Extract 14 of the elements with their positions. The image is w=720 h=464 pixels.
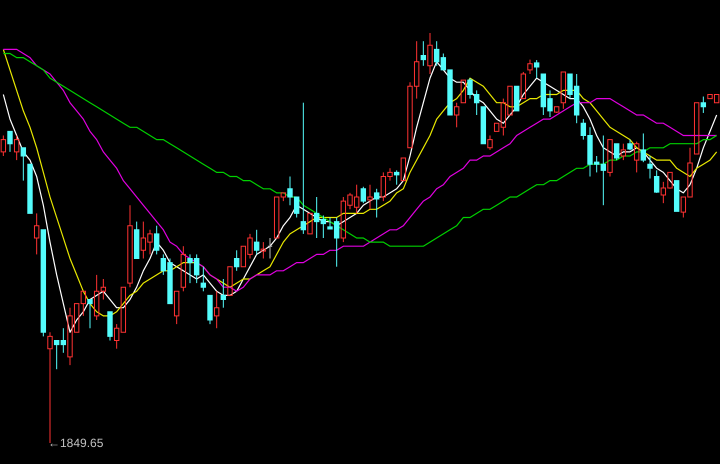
annotation: ←1849.65 bbox=[48, 436, 104, 450]
candlestick bbox=[214, 290, 220, 329]
candlestick bbox=[200, 266, 206, 292]
candlestick bbox=[534, 60, 540, 79]
candlestick bbox=[367, 184, 373, 210]
candlestick bbox=[647, 156, 653, 180]
candlestick bbox=[180, 246, 186, 292]
candlestick bbox=[220, 278, 226, 308]
candlestick bbox=[260, 242, 266, 259]
candlestick bbox=[427, 32, 433, 74]
candlestick bbox=[454, 102, 460, 128]
candlestick bbox=[34, 212, 40, 255]
candlestick bbox=[420, 40, 426, 66]
candlestick bbox=[234, 250, 240, 272]
